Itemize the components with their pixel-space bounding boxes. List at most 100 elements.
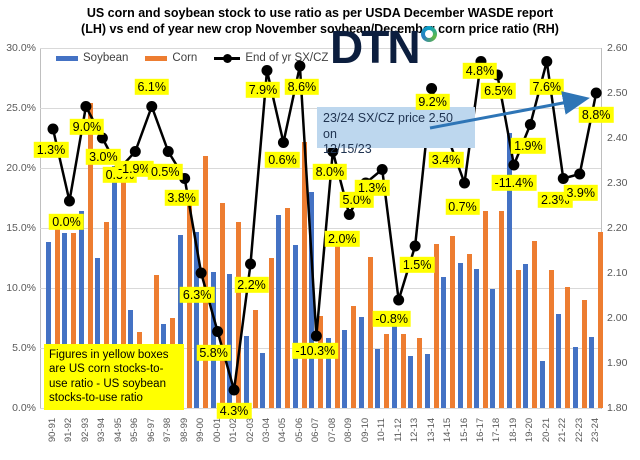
bar-soybean bbox=[473, 268, 479, 408]
bar-corn bbox=[203, 156, 209, 408]
legend-item: Corn bbox=[145, 52, 197, 64]
bar-corn bbox=[581, 300, 587, 408]
bar-soybean bbox=[375, 349, 381, 408]
bar-soybean bbox=[441, 277, 447, 408]
x-tick-label: 07-08 bbox=[326, 417, 338, 443]
bar-soybean bbox=[46, 242, 51, 408]
x-tick-label: 99-00 bbox=[195, 417, 207, 443]
point-label: 9.0% bbox=[69, 118, 105, 135]
point-label: 3.9% bbox=[563, 184, 598, 202]
x-tick-label: 21-22 bbox=[557, 417, 569, 443]
legend-item: Soybean bbox=[56, 52, 128, 64]
chart-title: US corn and soybean stock to use ratio a… bbox=[0, 5, 640, 38]
gridline bbox=[40, 48, 601, 49]
point-label: 8.0% bbox=[312, 163, 348, 180]
bar-soybean bbox=[457, 262, 463, 408]
bar-soybean bbox=[556, 314, 562, 408]
x-tick-label: 97-98 bbox=[162, 417, 174, 443]
bar-soybean bbox=[358, 316, 364, 408]
x-tick-label: 12-13 bbox=[409, 417, 421, 443]
x-tick-label: 90-91 bbox=[47, 417, 58, 443]
point-label: 7.9% bbox=[245, 81, 281, 98]
bar-soybean bbox=[259, 352, 265, 408]
x-tick-label: 03-04 bbox=[260, 417, 272, 443]
point-label: 5.8% bbox=[196, 344, 231, 361]
x-tick-label: 92-93 bbox=[79, 417, 91, 443]
bar-corn bbox=[482, 211, 488, 408]
x-tick-label: 19-20 bbox=[524, 417, 536, 443]
point-label: -10.3% bbox=[292, 342, 339, 360]
bar-corn bbox=[532, 241, 538, 408]
y-tick-label-left: 5.0% bbox=[12, 342, 36, 354]
y-tick-label-right: 2.00 bbox=[607, 312, 628, 324]
bar-corn bbox=[236, 222, 242, 408]
bar-soybean bbox=[424, 354, 430, 408]
y-tick-label-right: 2.20 bbox=[607, 222, 628, 234]
y-tick-label-right: 2.10 bbox=[607, 267, 628, 279]
bar-soybean bbox=[523, 264, 529, 408]
bar-corn bbox=[318, 315, 324, 408]
bar-corn bbox=[515, 270, 521, 408]
x-tick-label: 16-17 bbox=[474, 417, 486, 443]
y-tick-label-left: 25.0% bbox=[6, 102, 36, 114]
point-label: 0.5% bbox=[147, 163, 183, 180]
legend-line-marker-icon bbox=[214, 53, 241, 63]
x-tick-label: 06-07 bbox=[310, 417, 322, 443]
point-label: 0.7% bbox=[445, 198, 480, 216]
point-label: 6.3% bbox=[179, 286, 215, 304]
bar-corn bbox=[351, 306, 357, 408]
point-label: 7.6% bbox=[529, 78, 565, 95]
x-tick-label: 94-95 bbox=[112, 417, 124, 443]
point-label: 3.4% bbox=[428, 151, 464, 169]
y-tick-label-right: 2.50 bbox=[607, 87, 628, 99]
bar-soybean bbox=[391, 324, 397, 408]
x-tick-label: 11-12 bbox=[392, 418, 404, 442]
x-tick-label: 23-24 bbox=[590, 417, 602, 443]
x-tick-label: 08-09 bbox=[343, 417, 355, 443]
chart-title-line1: US corn and soybean stock to use ratio a… bbox=[86, 6, 554, 20]
x-tick-label: 15-16 bbox=[458, 417, 470, 443]
point-label: 1.5% bbox=[399, 256, 435, 274]
legend: Soybean Corn End of yr SX/CZ bbox=[56, 52, 328, 64]
point-label: 6.1% bbox=[134, 78, 169, 95]
gridline bbox=[40, 408, 601, 409]
point-label: 4.3% bbox=[216, 402, 252, 420]
y-tick-label-left: 30.0% bbox=[6, 42, 36, 54]
bar-soybean bbox=[572, 346, 578, 408]
legend-label: Corn bbox=[172, 52, 198, 64]
x-tick-label: 04-05 bbox=[277, 417, 289, 443]
bar-soybean bbox=[342, 330, 348, 408]
x-tick-label: 05-06 bbox=[293, 417, 305, 443]
x-tick-label: 20-21 bbox=[540, 417, 552, 443]
bar-corn bbox=[384, 333, 390, 408]
bar-soybean bbox=[292, 244, 298, 408]
y-tick-label-left: 15.0% bbox=[6, 222, 36, 234]
bar-corn bbox=[598, 231, 604, 408]
x-tick-label: 18-19 bbox=[507, 417, 519, 443]
x-tick-label: 09-10 bbox=[359, 417, 371, 443]
x-tick-label: 10-11 bbox=[376, 418, 388, 442]
bar-soybean bbox=[309, 192, 315, 408]
yellow-note: Figures in yellow boxes are US corn stoc… bbox=[44, 344, 184, 410]
price-annotation-line1: 23/24 SX/CZ price 2.50 on bbox=[323, 111, 453, 141]
y-tick-label-left: 0.0% bbox=[12, 402, 36, 414]
point-label: 0.6% bbox=[265, 151, 300, 168]
point-label: 3.8% bbox=[164, 189, 199, 206]
bar-corn bbox=[367, 256, 373, 408]
bar-corn bbox=[285, 207, 291, 408]
bar-corn bbox=[301, 141, 307, 408]
bar-corn bbox=[334, 242, 340, 408]
x-tick-label: 14-15 bbox=[442, 417, 454, 443]
y-tick-label-right: 1.80 bbox=[607, 402, 628, 414]
bar-corn bbox=[268, 258, 274, 408]
dtn-logo-text: DTN bbox=[330, 21, 421, 73]
bar-soybean bbox=[490, 289, 496, 408]
chart-title-line2: (LH) vs end of year new crop November so… bbox=[81, 22, 559, 37]
legend-label: End of yr SX/CZ bbox=[245, 52, 329, 64]
x-tick-label: 13-14 bbox=[425, 417, 437, 443]
bar-corn bbox=[417, 338, 423, 408]
point-label: 1.3% bbox=[354, 179, 390, 196]
point-label: -0.8% bbox=[372, 310, 411, 328]
legend-swatch-icon bbox=[145, 55, 168, 61]
